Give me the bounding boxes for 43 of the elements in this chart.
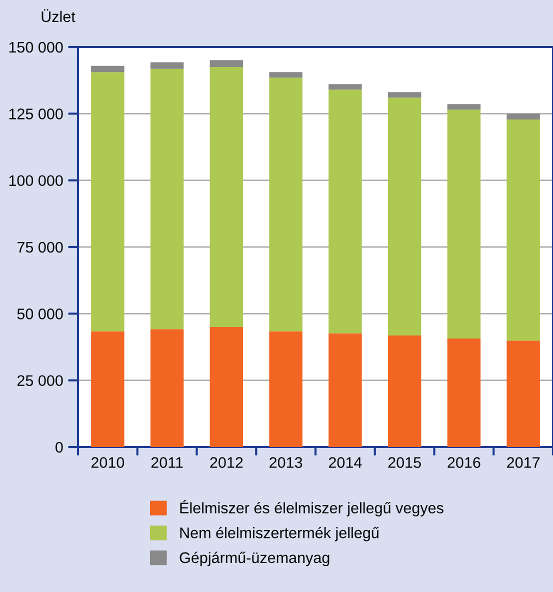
x-tick-label: 2013 [270, 457, 302, 468]
bar [210, 327, 244, 447]
legend-label: Nem élelmiszertermék jellegű [180, 526, 379, 542]
bar [328, 90, 362, 334]
x-tick-label: 2011 [151, 457, 183, 468]
bar [388, 336, 422, 447]
bar [328, 84, 362, 90]
bar [447, 104, 481, 110]
x-tick-label: 2010 [91, 457, 124, 468]
bar [91, 66, 124, 72]
bar [150, 62, 184, 69]
bar [150, 68, 184, 330]
bar [388, 98, 422, 336]
y-axis-title: Üzlet [42, 9, 76, 22]
y-tick-label: 75 000 [17, 242, 63, 253]
bar [210, 60, 244, 67]
bar [328, 333, 362, 447]
x-tick-label: 2017 [507, 457, 540, 468]
x-tick-label: 2012 [210, 457, 243, 468]
bar [388, 92, 422, 98]
bar [269, 78, 302, 332]
y-tick-label: 125 000 [9, 108, 63, 120]
bar [269, 72, 302, 78]
bar [91, 72, 124, 332]
legend-label: Élelmiszer és élelmiszer jellegű vegyes [180, 500, 444, 516]
x-tick-label: 2015 [388, 457, 421, 468]
bar [506, 114, 540, 120]
bar [447, 338, 481, 447]
bar [210, 67, 244, 327]
y-tick-label: 25 000 [17, 375, 63, 386]
y-tick-label: 0 [56, 442, 63, 453]
bar [506, 340, 540, 447]
x-tick-label: 2014 [328, 457, 362, 468]
bar [91, 331, 124, 447]
bar [150, 329, 184, 447]
x-tick-label: 2016 [448, 457, 480, 468]
bar [447, 110, 481, 338]
legend-label: Gépjármű-üzemanyag [180, 552, 330, 566]
bar [269, 331, 302, 447]
bar [506, 120, 540, 341]
y-tick-label: 100 000 [9, 175, 63, 186]
y-tick-label: 50 000 [17, 308, 63, 320]
y-tick-label: 150 000 [9, 42, 63, 53]
